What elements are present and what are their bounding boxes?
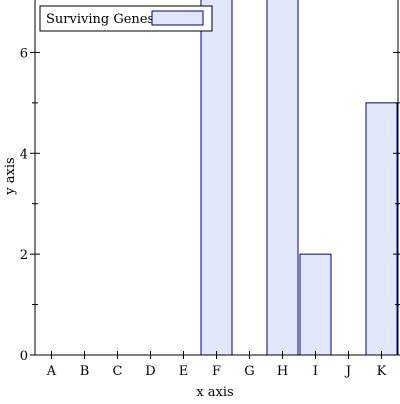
y-tick-label-6: 6 (20, 46, 28, 61)
y-tick-label-4: 4 (20, 147, 28, 162)
x-tick-label-D: D (145, 364, 155, 379)
x-tick-label-E: E (179, 364, 189, 379)
legend-label: Surviving Genes (46, 12, 154, 27)
x-tick-label-A: A (46, 364, 57, 379)
bar-F (201, 0, 232, 355)
y-tick-label-0: 0 (20, 349, 28, 364)
x-tick-label-C: C (113, 364, 123, 379)
x-axis-label: x axis (196, 385, 233, 400)
y-tick-label-2: 2 (20, 248, 28, 263)
y-axis-label: y axis (3, 157, 18, 195)
x-tick-label-B: B (80, 364, 90, 379)
x-tick-label-H: H (277, 364, 288, 379)
x-tick-label-G: G (244, 364, 254, 379)
bar-I (300, 254, 331, 355)
legend-swatch (152, 11, 203, 25)
bar-H (267, 0, 298, 355)
bars-layer (36, 0, 397, 355)
x-tick-label-I: I (313, 364, 318, 379)
x-tick-label-J: J (344, 364, 351, 379)
legend: Surviving Genes (40, 6, 212, 31)
x-tick-label-F: F (212, 364, 221, 379)
bar-K (366, 103, 397, 355)
x-tick-label-K: K (377, 364, 387, 379)
